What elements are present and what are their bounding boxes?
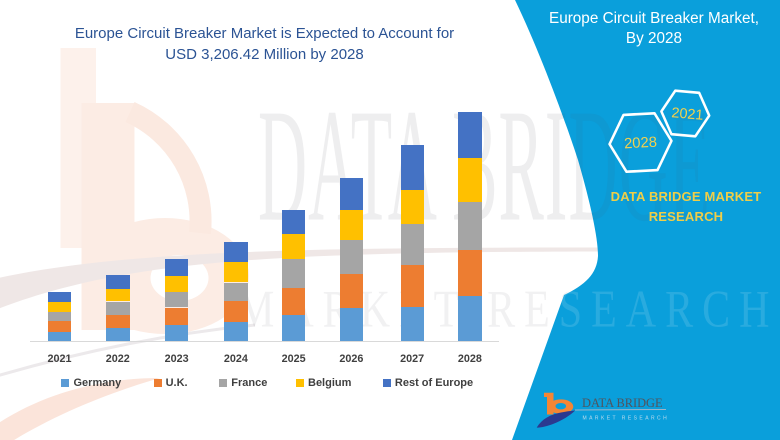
- svg-text:DATA BRIDGE: DATA BRIDGE: [582, 396, 663, 410]
- svg-text:MARKET RESEARCH: MARKET RESEARCH: [583, 416, 670, 422]
- svg-text:2028: 2028: [624, 135, 658, 153]
- svg-text:2021: 2021: [671, 105, 704, 124]
